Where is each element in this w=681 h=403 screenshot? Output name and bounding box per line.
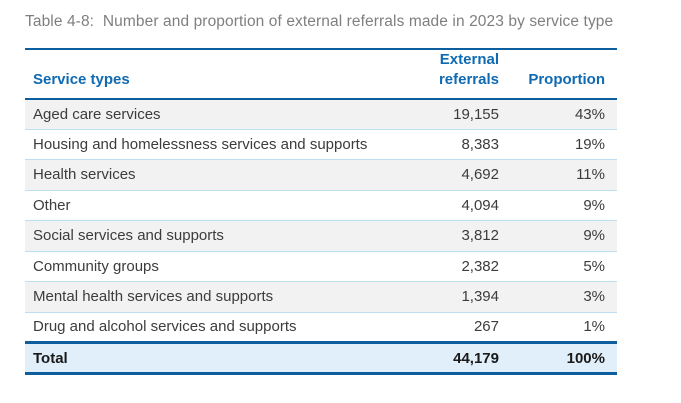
proportion-cell: 9% <box>501 189 617 221</box>
table-footer: Total 44,179 100% <box>25 341 617 375</box>
total-label-cell: Total <box>25 341 398 375</box>
table-caption: Table 4-8: Number and proportion of exte… <box>25 13 614 30</box>
column-header-service-types: Service types <box>25 49 398 100</box>
service-type-cell: Community groups <box>25 250 398 282</box>
service-type-cell: Social services and supports <box>25 220 398 251</box>
service-type-cell: Drug and alcohol services and supports <box>25 311 398 343</box>
column-header-external-referrals: External referrals <box>398 49 501 100</box>
proportion-cell: 3% <box>501 281 617 312</box>
service-type-cell: Mental health services and supports <box>25 281 398 312</box>
referrals-cell: 267 <box>398 311 501 343</box>
total-referrals-cell: 44,179 <box>398 341 501 375</box>
referrals-table: Service types External referrals Proport… <box>25 48 617 375</box>
total-row: Total 44,179 100% <box>25 341 617 375</box>
referrals-cell: 19,155 <box>453 105 499 123</box>
table-row: Social services and supports 3,812 9% <box>25 220 617 251</box>
table-row: Other 4,094 9% <box>25 189 617 221</box>
proportion-cell: 1% <box>501 311 617 343</box>
referrals-cell: 4,094 <box>398 189 501 221</box>
proportion-cell: 5% <box>501 250 617 282</box>
service-type-cell: Health services <box>25 159 398 190</box>
table-header: Service types External referrals Proport… <box>25 49 617 100</box>
table-row: Mental health services and supports 1,39… <box>25 281 617 312</box>
proportion-cell: 19% <box>501 128 617 160</box>
proportion-cell: 11% <box>501 159 617 190</box>
table-row: Aged care services 19,155 43% <box>25 98 617 129</box>
table-row: Housing and homelessness services and su… <box>25 128 617 160</box>
table-row: Drug and alcohol services and supports 2… <box>25 311 617 343</box>
header-row: Service types External referrals Proport… <box>25 49 617 100</box>
service-type-cell: Aged care services <box>33 105 161 123</box>
referrals-cell: 1,394 <box>398 281 501 312</box>
referrals-cell: 4,692 <box>398 159 501 190</box>
referrals-cell: 2,382 <box>398 250 501 282</box>
service-type-cell: Housing and homelessness services and su… <box>25 128 398 160</box>
referrals-cell: 3,812 <box>398 220 501 251</box>
total-proportion-cell: 100% <box>501 341 617 375</box>
table-row: Community groups 2,382 5% <box>25 250 617 282</box>
proportion-cell: 43% <box>574 105 605 123</box>
table-row: Health services 4,692 11% <box>25 159 617 190</box>
table-body: Aged care services 19,155 43% Housing an… <box>25 98 617 343</box>
referrals-cell: 8,383 <box>398 128 501 160</box>
column-header-proportion: Proportion <box>501 49 617 100</box>
service-type-cell: Other <box>25 189 398 221</box>
proportion-cell: 9% <box>501 220 617 251</box>
